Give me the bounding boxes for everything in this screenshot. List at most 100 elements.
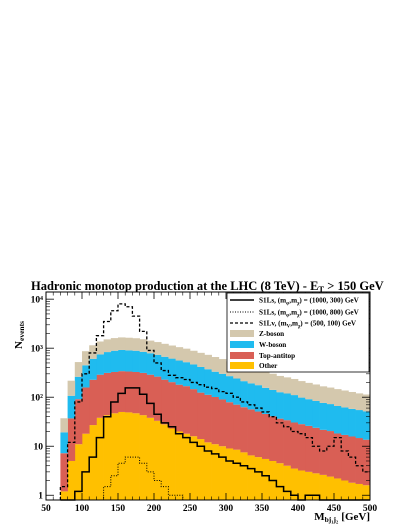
bar-other-3 bbox=[82, 433, 90, 500]
bar-top-antitop-36 bbox=[319, 429, 328, 475]
bar-w-boson-40 bbox=[348, 408, 356, 437]
bar-z-boson-32 bbox=[290, 378, 299, 396]
bar-top-antitop-42 bbox=[362, 439, 371, 486]
bar-z-boson-11 bbox=[139, 339, 148, 352]
bar-w-boson-6 bbox=[103, 352, 112, 373]
bar-other-41 bbox=[355, 483, 364, 500]
bar-z-boson-9 bbox=[125, 337, 133, 351]
bar-top-antitop-29 bbox=[269, 416, 277, 461]
bar-z-boson-20 bbox=[204, 354, 212, 370]
legend-label-top-antitop: Top-antitop bbox=[259, 352, 295, 360]
x-axis-label-main: M bbox=[314, 511, 325, 523]
bar-z-boson-14 bbox=[161, 343, 169, 357]
bar-z-boson-12 bbox=[146, 340, 155, 354]
bar-top-antitop-41 bbox=[355, 438, 364, 484]
bar-w-boson-21 bbox=[211, 371, 220, 397]
legend: S1Ls, (mφ,mχ) = (1000, 300) GeV S1Ls, (m… bbox=[226, 292, 370, 373]
bar-top-antitop-10 bbox=[132, 371, 140, 414]
legend-label-signal-1: S1Ls, (mφ,mχ) = (1000, 300) GeV bbox=[259, 297, 360, 307]
bar-w-boson-41 bbox=[355, 410, 364, 439]
x-axis-label-sub: bj₁j₂ bbox=[325, 515, 339, 524]
bar-w-boson-33 bbox=[298, 397, 306, 425]
bar-z-boson-26 bbox=[247, 367, 256, 384]
legend-label-w-boson: W-boson bbox=[259, 341, 286, 349]
bar-w-boson-3 bbox=[82, 365, 90, 388]
bar-other-36 bbox=[319, 474, 328, 500]
y-tick-label-10: 10 bbox=[34, 443, 44, 453]
bar-w-boson-17 bbox=[182, 362, 191, 387]
y-tick-label-1: 1 bbox=[38, 492, 43, 502]
bar-w-boson-42 bbox=[362, 411, 371, 440]
bar-z-boson-40 bbox=[348, 391, 356, 409]
bar-other-33 bbox=[298, 470, 306, 500]
bar-z-boson-21 bbox=[211, 357, 220, 372]
bar-z-boson-37 bbox=[326, 387, 335, 405]
bar-w-boson-27 bbox=[254, 385, 263, 412]
legend-label-signal-2-tail: ) = (1000, 800) GeV bbox=[299, 309, 359, 317]
bar-w-boson-20 bbox=[204, 369, 212, 395]
bar-w-boson-15 bbox=[168, 358, 176, 383]
bar-top-antitop-32 bbox=[290, 422, 299, 469]
bar-other-8 bbox=[118, 411, 126, 500]
legend-label-signal-1-mid: ,m bbox=[289, 297, 297, 305]
bar-top-antitop-15 bbox=[168, 382, 176, 429]
bar-z-boson-29 bbox=[269, 373, 277, 390]
bar-w-boson-7 bbox=[110, 350, 119, 372]
bar-z-boson-16 bbox=[175, 347, 184, 361]
x-tick-label-250: 250 bbox=[183, 504, 198, 514]
bar-other-22 bbox=[218, 446, 227, 500]
bar-z-boson-34 bbox=[305, 382, 313, 400]
bar-w-boson-8 bbox=[118, 349, 126, 372]
bar-other-5 bbox=[96, 417, 104, 500]
bar-z-boson-10 bbox=[132, 338, 140, 351]
legend-label-signal-3-mid: ,m bbox=[290, 320, 298, 328]
bar-top-antitop-28 bbox=[262, 413, 270, 459]
legend-label-signal-3-a: S1Lv, (m bbox=[259, 320, 287, 328]
bar-w-boson-30 bbox=[276, 392, 284, 419]
bar-top-antitop-14 bbox=[161, 379, 169, 425]
series-z-boson bbox=[60, 337, 371, 433]
bar-z-boson-41 bbox=[355, 393, 364, 411]
x-tick-label-400: 400 bbox=[291, 504, 306, 514]
bar-w-boson-19 bbox=[197, 366, 205, 393]
bar-top-antitop-31 bbox=[283, 420, 292, 466]
chart-title-cut: > 150 GeV bbox=[324, 279, 384, 293]
series-other bbox=[60, 411, 371, 500]
bar-other-26 bbox=[247, 455, 256, 500]
bar-w-boson-2 bbox=[74, 376, 83, 400]
legend-label-signal-2: S1Ls, (mφ,mχ) = (1000, 800) GeV bbox=[259, 309, 360, 319]
bar-z-boson-0 bbox=[60, 418, 68, 433]
legend-swatch-w-boson bbox=[230, 341, 254, 348]
bar-w-boson-39 bbox=[341, 407, 349, 435]
series-top-antitop bbox=[60, 371, 371, 492]
bar-z-boson-22 bbox=[218, 359, 227, 374]
bar-top-antitop-40 bbox=[348, 436, 356, 483]
bar-other-10 bbox=[132, 413, 140, 500]
x-tick-label-450: 450 bbox=[327, 504, 342, 514]
bar-z-boson-38 bbox=[334, 389, 342, 406]
bar-w-boson-1 bbox=[67, 395, 76, 419]
legend-label-other: Other bbox=[259, 362, 278, 370]
bar-w-boson-34 bbox=[305, 399, 313, 426]
y-tick-label-1000: 10³ bbox=[31, 345, 44, 355]
chart-title-met-sub: T bbox=[318, 284, 324, 294]
bar-z-boson-31 bbox=[283, 377, 292, 394]
legend-swatch-top-antitop bbox=[230, 352, 254, 359]
bar-top-antitop-24 bbox=[233, 404, 241, 450]
bar-top-antitop-9 bbox=[125, 371, 133, 413]
bar-z-boson-3 bbox=[82, 351, 90, 366]
bar-top-antitop-25 bbox=[240, 407, 248, 453]
y-tick-label-10000: 10⁴ bbox=[31, 296, 44, 306]
legend-label-signal-1-tail: ) = (1000, 300) GeV bbox=[299, 297, 359, 305]
bar-top-antitop-34 bbox=[305, 425, 313, 472]
bar-w-boson-22 bbox=[218, 373, 227, 400]
bar-z-boson-39 bbox=[341, 390, 349, 408]
y-axis-label: Nevents bbox=[13, 321, 26, 349]
bar-z-boson-35 bbox=[312, 384, 320, 401]
bar-other-4 bbox=[89, 425, 97, 500]
bar-w-boson-37 bbox=[326, 404, 335, 432]
bar-other-19 bbox=[197, 439, 205, 500]
bar-other-12 bbox=[146, 417, 155, 500]
bar-w-boson-18 bbox=[190, 364, 198, 390]
bar-top-antitop-5 bbox=[96, 374, 104, 418]
